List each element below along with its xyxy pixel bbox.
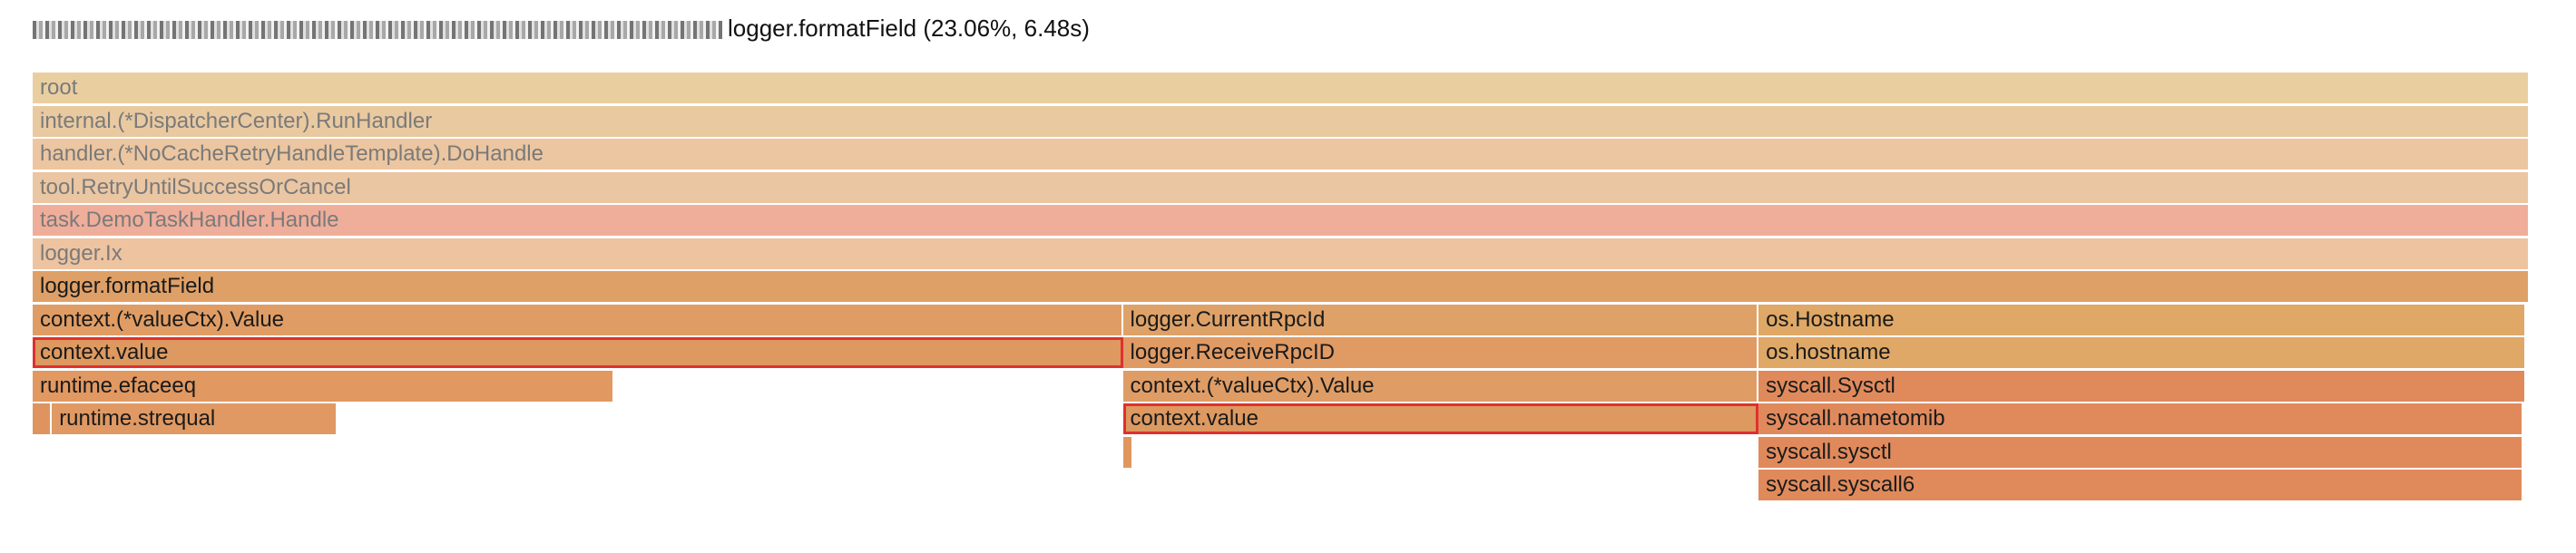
frame-internal-dispatchercenter-runhandler[interactable]: internal.(*DispatcherCenter).RunHandler xyxy=(33,105,2530,137)
frame-label: context.(*valueCtx).Value xyxy=(1130,373,1375,398)
frame-runtime-efaceeq[interactable]: runtime.efaceeq xyxy=(33,370,615,402)
frame-label: task.DemoTaskHandler.Handle xyxy=(40,208,339,232)
frame-label: internal.(*DispatcherCenter).RunHandler xyxy=(40,108,433,133)
obscured-breadcrumb xyxy=(33,21,722,40)
frame-context-valuectx-value[interactable]: context.(*valueCtx).Value xyxy=(33,304,1123,335)
frame-label: root xyxy=(40,75,78,100)
frame-label: logger.CurrentRpcId xyxy=(1130,306,1326,332)
frame-label: context.value xyxy=(1130,406,1259,431)
frame-label: syscall.nametomib xyxy=(1766,406,1945,431)
frame-logger-receiverpcid[interactable]: logger.ReceiveRpcID xyxy=(1122,337,1759,368)
frame-logger-formatfield[interactable]: logger.formatField xyxy=(33,271,2530,302)
frame-label: os.hostname xyxy=(1766,340,1891,364)
frame-runtime-strequal[interactable]: runtime.strequal xyxy=(52,403,338,434)
frame-label: logger.ReceiveRpcID xyxy=(1130,340,1335,364)
frame-context-valuectx-value[interactable]: context.(*valueCtx).Value xyxy=(1122,370,1759,402)
frame-label: logger.Ix xyxy=(40,240,122,266)
frame-unnamed[interactable] xyxy=(33,403,53,434)
frame-root[interactable]: root xyxy=(33,73,2530,103)
frame-context-value[interactable]: context.value xyxy=(33,337,1123,368)
frame-label: runtime.strequal xyxy=(59,406,216,431)
frame-syscall-syscall6[interactable]: syscall.syscall6 xyxy=(1758,470,2524,500)
frame-label: os.Hostname xyxy=(1766,306,1895,332)
frame-os-hostname[interactable]: os.hostname xyxy=(1758,337,2527,368)
frame-syscall-nametomib[interactable]: syscall.nametomib xyxy=(1758,403,2524,434)
frame-os-hostname[interactable]: os.Hostname xyxy=(1758,304,2527,335)
frame-label: syscall.syscall6 xyxy=(1766,472,1915,497)
frame-label: logger.formatField xyxy=(40,274,215,298)
frame-label: handler.(*NoCacheRetryHandleTemplate).Do… xyxy=(40,141,544,166)
frame-handler-nocacheretryhandletemplate-dohandle[interactable]: handler.(*NoCacheRetryHandleTemplate).Do… xyxy=(33,139,2530,170)
frame-unnamed[interactable] xyxy=(1122,436,1133,468)
frame-label: tool.RetryUntilSuccessOrCancel xyxy=(40,174,351,199)
frame-label: runtime.efaceeq xyxy=(40,373,197,398)
frame-task-demotaskhandler-handle[interactable]: task.DemoTaskHandler.Handle xyxy=(33,205,2530,236)
frame-label: context.value xyxy=(40,340,169,364)
frame-syscall-sysctl[interactable]: syscall.sysctl xyxy=(1758,436,2524,468)
frame-context-value[interactable]: context.value xyxy=(1122,403,1759,434)
page-title: logger.formatField (23.06%, 6.48s) xyxy=(33,13,1090,44)
frame-label: syscall.Sysctl xyxy=(1766,373,1895,398)
frame-syscall-sysctl[interactable]: syscall.Sysctl xyxy=(1758,370,2527,402)
page-title-text: logger.formatField (23.06%, 6.48s) xyxy=(728,15,1090,42)
frame-logger-currentrpcid[interactable]: logger.CurrentRpcId xyxy=(1122,304,1759,335)
frame-label: syscall.sysctl xyxy=(1766,439,1892,464)
frame-label: context.(*valueCtx).Value xyxy=(40,306,285,332)
frame-logger-ix[interactable]: logger.Ix xyxy=(33,238,2530,269)
frame-tool-retryuntilsuccessorcancel[interactable]: tool.RetryUntilSuccessOrCancel xyxy=(33,171,2530,203)
